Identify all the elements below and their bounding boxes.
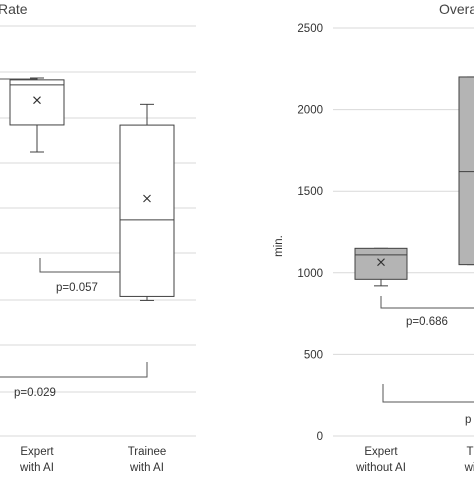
left-gridlines bbox=[0, 25, 196, 437]
right-y-tick-label: 500 bbox=[304, 349, 323, 361]
left-category-label: with AI bbox=[19, 462, 54, 474]
right-category-label: wi bbox=[464, 462, 474, 474]
right-significance-brackets bbox=[380, 296, 474, 403]
expert-with-ai-box-group bbox=[9, 77, 65, 153]
right-bottom-bracket bbox=[382, 384, 474, 403]
trainee-with-ai-box-group bbox=[119, 103, 175, 301]
right-y-tick-label: 2000 bbox=[297, 105, 323, 117]
left-chart-panel: Rate p=0.057 p=0.029 Expert with AI Traine… bbox=[0, 1, 196, 474]
left-category-label: Trainee bbox=[128, 446, 167, 458]
pvalue-annotation-left-bottom: p=0.029 bbox=[14, 387, 56, 399]
right-y-axis-label: min. bbox=[273, 235, 285, 257]
expert-with-ai-mean-marker bbox=[33, 96, 41, 105]
expert-without-ai-iqr-box bbox=[354, 247, 408, 280]
right-category-labels: Expert without AI Twi bbox=[355, 446, 474, 474]
left-bottom-bracket bbox=[0, 362, 148, 378]
right-y-tick-label: 2500 bbox=[297, 23, 323, 35]
pvalue-annotation-right-top: p=0.686 bbox=[406, 316, 448, 328]
pvalue-annotation-expert-trainee: p=0.057 bbox=[56, 282, 98, 294]
left-box-series bbox=[9, 77, 175, 301]
right-y-tick-label: 0 bbox=[317, 431, 323, 443]
right-top-bracket bbox=[380, 296, 474, 309]
right-category-label: without AI bbox=[355, 462, 406, 474]
right-gridlines bbox=[333, 27, 474, 437]
expert-with-ai-iqr-box bbox=[9, 79, 65, 126]
pvalue-annotation-right-bottom-partial: p bbox=[465, 414, 471, 426]
right-y-tick-label: 1500 bbox=[297, 186, 323, 198]
right-y-tick-label: 1000 bbox=[297, 268, 323, 280]
right-y-tick-labels: 0 500 1000 1500 2000 2500 bbox=[297, 23, 323, 443]
left-chart-title: Rate bbox=[0, 1, 28, 17]
left-category-label: Expert bbox=[20, 446, 54, 458]
trainee-without-ai-iqr-box bbox=[458, 76, 474, 266]
expert-without-ai-box-group bbox=[354, 247, 408, 287]
right-box-series bbox=[354, 76, 474, 287]
trainee-without-ai-box-group bbox=[458, 76, 474, 266]
right-chart-title: Overa bbox=[439, 1, 474, 17]
expert-without-ai-mean-marker bbox=[377, 258, 385, 267]
left-category-label: with AI bbox=[129, 462, 164, 474]
right-category-label: T bbox=[466, 446, 473, 458]
left-category-labels: Expert with AI Trainee with AI bbox=[19, 446, 166, 474]
trainee-with-ai-mean-marker bbox=[143, 194, 151, 203]
trainee-with-ai-iqr-box bbox=[119, 124, 175, 297]
right-category-label: Expert bbox=[364, 446, 398, 458]
